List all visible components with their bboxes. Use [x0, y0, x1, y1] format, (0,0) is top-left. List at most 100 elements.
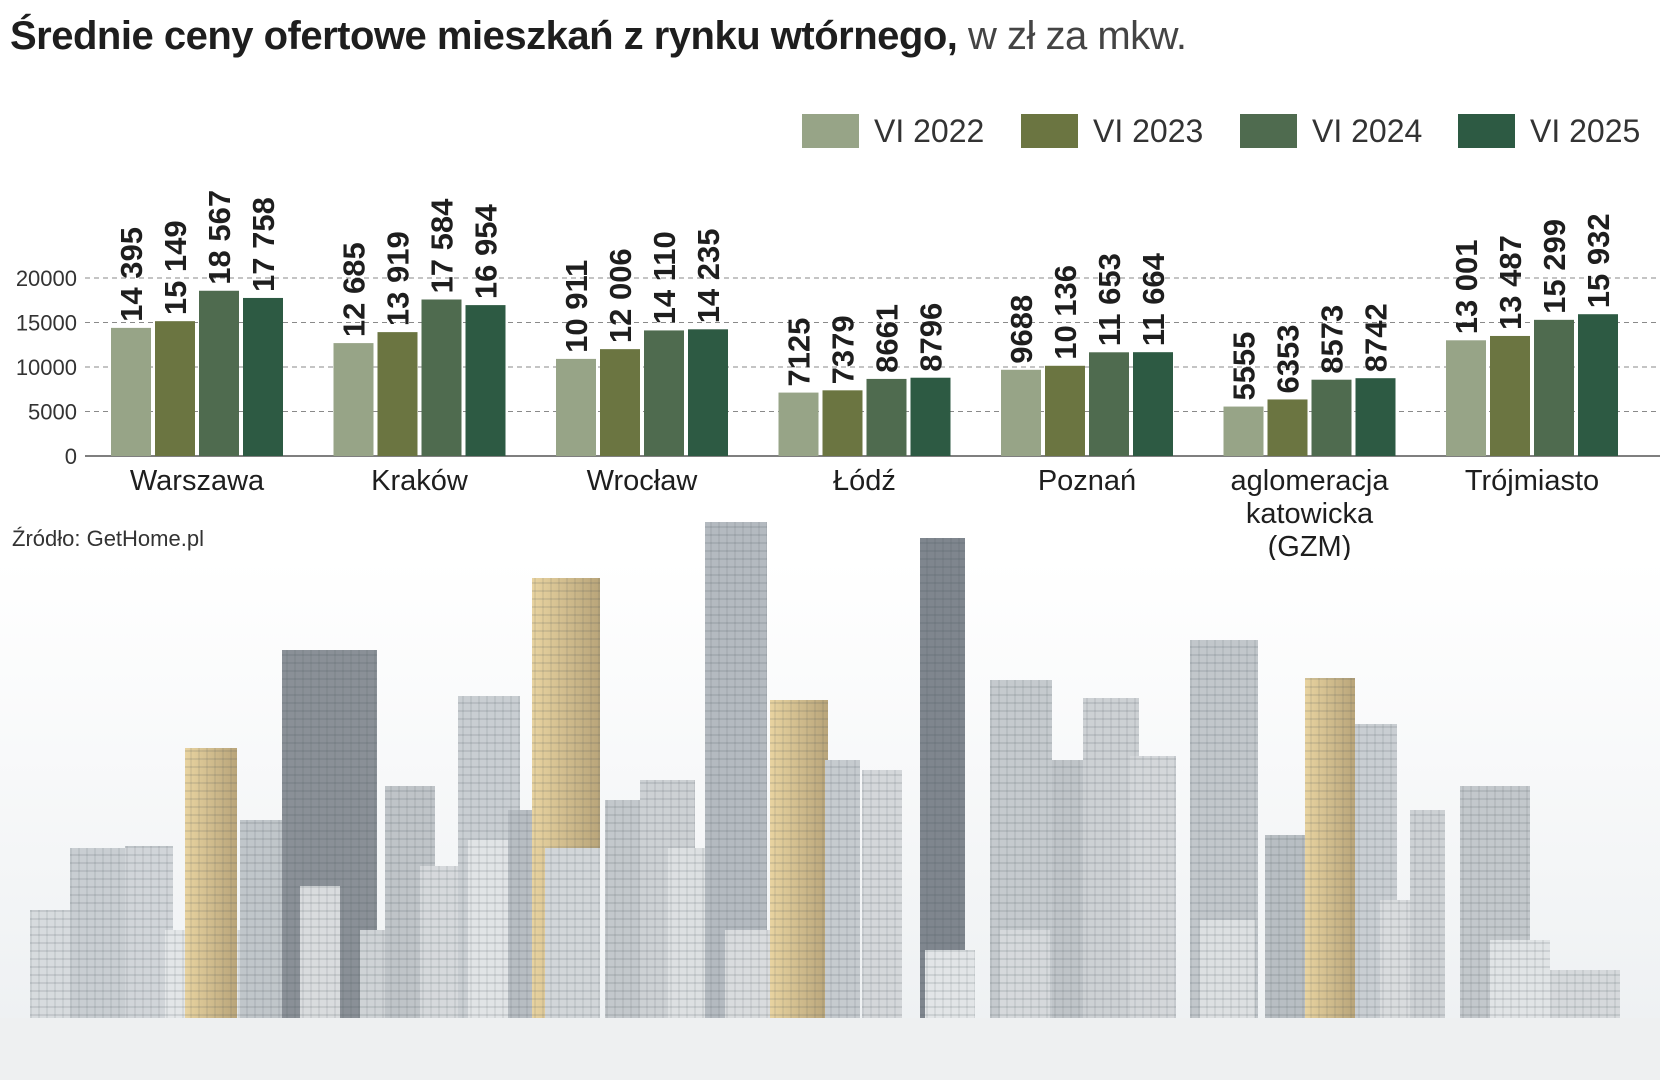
skyline-building-windows — [1410, 810, 1445, 1020]
bar-trojmiasto-vi-2022 — [1446, 340, 1486, 456]
category-label-aglomeracja-katowicka-gzm: (GZM) — [1268, 531, 1352, 563]
chart-title-main: Średnie ceny ofertowe mieszkań z rynku w… — [10, 14, 958, 58]
data-label-trojmiasto-vi-2025: 15 932 — [1581, 213, 1616, 308]
bar-warszawa-vi-2025 — [243, 297, 283, 456]
skyline-building-windows — [925, 950, 975, 1020]
bar-poznan-vi-2022 — [1001, 369, 1041, 456]
legend-swatch-vi-2025 — [1458, 114, 1515, 148]
skyline-building-windows — [420, 866, 462, 1020]
source-note: Źródło: GetHome.pl — [12, 526, 204, 551]
skyline-building-windows — [1130, 756, 1176, 1020]
skyline-building-windows — [1083, 698, 1139, 1020]
bar-lodz-vi-2025 — [910, 377, 951, 456]
data-label-poznan-vi-2025: 11 664 — [1136, 252, 1171, 346]
y-tick-label-0: 0 — [65, 444, 77, 469]
bar-poznan-vi-2023 — [1045, 365, 1085, 456]
skyline-building-windows — [920, 538, 965, 1020]
data-label-aglomeracja-katowicka-gzm-vi-2023: 6353 — [1271, 324, 1306, 393]
data-label-warszawa-vi-2022: 14 395 — [114, 227, 149, 322]
category-label-krakow: Kraków — [371, 465, 469, 497]
skyline-building-windows — [545, 848, 600, 1020]
data-label-wroclaw-vi-2023: 12 006 — [603, 248, 638, 343]
y-tick-label-10000: 10000 — [16, 355, 77, 380]
data-label-trojmiasto-vi-2022: 13 001 — [1449, 239, 1484, 334]
bar-wroclaw-vi-2024 — [644, 330, 684, 456]
category-label-lodz: Łódź — [833, 465, 896, 497]
category-label-wroclaw: Wrocław — [587, 465, 699, 497]
data-label-warszawa-vi-2023: 15 149 — [158, 220, 193, 315]
data-label-poznan-vi-2024: 11 653 — [1092, 253, 1127, 346]
skyline-building-windows — [1000, 930, 1050, 1020]
skyline-building-windows — [862, 770, 902, 1020]
chart-title: Średnie ceny ofertowe mieszkań z rynku w… — [10, 14, 1187, 59]
bar-aglomeracja-katowicka-gzm-vi-2022 — [1223, 406, 1264, 456]
bar-krakow-vi-2024 — [421, 299, 462, 456]
bar-lodz-vi-2022 — [778, 392, 819, 456]
category-label-trojmiasto: Trójmiasto — [1465, 465, 1599, 497]
data-label-krakow-vi-2024: 17 584 — [425, 198, 460, 294]
data-label-warszawa-vi-2025: 17 758 — [246, 197, 281, 292]
data-label-aglomeracja-katowicka-gzm-vi-2022: 5555 — [1227, 332, 1262, 401]
skyline-building-windows — [1550, 970, 1620, 1020]
city-skyline-illustration — [0, 522, 1660, 1080]
chart-title-unit: w zł za mkw. — [957, 14, 1187, 58]
data-label-lodz-vi-2023: 7379 — [826, 315, 861, 384]
skyline-building-windows — [240, 820, 285, 1020]
data-label-wroclaw-vi-2025: 14 235 — [691, 228, 726, 323]
legend-label-vi-2022: VI 2022 — [874, 113, 984, 149]
bar-trojmiasto-vi-2023 — [1490, 335, 1530, 456]
y-tick-label-5000: 5000 — [28, 400, 77, 425]
bar-wroclaw-vi-2025 — [688, 329, 728, 456]
data-label-aglomeracja-katowicka-gzm-vi-2025: 8742 — [1359, 303, 1394, 372]
bar-trojmiasto-vi-2025 — [1578, 314, 1618, 456]
bar-krakow-vi-2022 — [333, 343, 374, 456]
bar-wroclaw-vi-2023 — [600, 349, 640, 456]
skyline-ground — [0, 1018, 1660, 1080]
bars: 14 395 15 149 18 567 17 758 12 685 13 919 17 5… — [111, 190, 1618, 456]
category-label-warszawa: Warszawa — [130, 465, 265, 497]
skyline-building-windows — [1305, 678, 1355, 1020]
bar-aglomeracja-katowicka-gzm-vi-2024 — [1311, 379, 1352, 456]
data-label-krakow-vi-2023: 13 919 — [381, 231, 416, 326]
data-label-wroclaw-vi-2022: 10 911 — [559, 260, 594, 353]
bar-aglomeracja-katowicka-gzm-vi-2025 — [1355, 378, 1396, 456]
skyline-building-windows — [825, 760, 860, 1020]
data-label-warszawa-vi-2024: 18 567 — [202, 190, 237, 285]
bar-poznan-vi-2024 — [1089, 352, 1129, 456]
skyline-building-windows — [70, 848, 125, 1020]
bar-warszawa-vi-2022 — [111, 327, 151, 456]
bar-krakow-vi-2023 — [377, 332, 418, 456]
legend: VI 2022 VI 2023 VI 2024 VI 2025 — [802, 113, 1640, 149]
bar-aglomeracja-katowicka-gzm-vi-2023 — [1267, 399, 1308, 456]
data-label-krakow-vi-2025: 16 954 — [469, 204, 504, 300]
data-label-lodz-vi-2022: 7125 — [782, 318, 817, 387]
data-label-trojmiasto-vi-2024: 15 299 — [1537, 219, 1572, 314]
y-axis: 0 5000 10000 15000 20000 — [16, 266, 77, 469]
skyline-building-windows — [770, 700, 828, 1020]
legend-label-vi-2024: VI 2024 — [1312, 113, 1422, 149]
data-label-aglomeracja-katowicka-gzm-vi-2024: 8573 — [1315, 305, 1350, 374]
data-label-poznan-vi-2023: 10 136 — [1048, 265, 1083, 360]
skyline-building-windows — [300, 886, 340, 1020]
data-label-lodz-vi-2025: 8796 — [914, 303, 949, 372]
bar-warszawa-vi-2024 — [199, 290, 239, 456]
data-label-lodz-vi-2024: 8661 — [870, 304, 905, 373]
y-tick-label-20000: 20000 — [16, 266, 77, 291]
bar-poznan-vi-2025 — [1133, 352, 1173, 456]
bar-wroclaw-vi-2022 — [556, 358, 596, 456]
skyline-building-windows — [185, 748, 237, 1020]
bar-lodz-vi-2023 — [822, 390, 863, 456]
category-label-poznan: Poznań — [1038, 465, 1136, 497]
data-label-wroclaw-vi-2024: 14 110 — [647, 231, 682, 324]
category-label-aglomeracja-katowicka-gzm: katowicka — [1246, 498, 1374, 530]
skyline-building-windows — [1490, 940, 1550, 1020]
legend-swatch-vi-2024 — [1240, 114, 1297, 148]
x-axis: Warszawa Kraków Wrocław Łódź Poznań aglomerac… — [130, 465, 1599, 563]
bar-trojmiasto-vi-2024 — [1534, 319, 1574, 456]
skyline-building-windows — [1200, 920, 1255, 1020]
bar-warszawa-vi-2023 — [155, 321, 195, 456]
legend-swatch-vi-2022 — [802, 114, 859, 148]
data-label-trojmiasto-vi-2023: 13 487 — [1493, 235, 1528, 330]
skyline-building-windows — [30, 910, 70, 1020]
